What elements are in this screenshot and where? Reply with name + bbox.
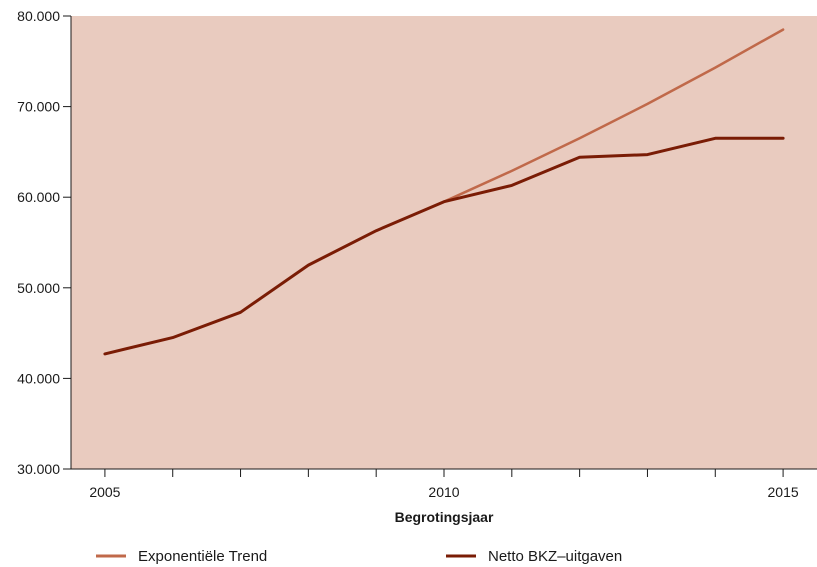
x-tick-label: 2005: [89, 484, 120, 500]
y-tick-label: 80.000: [17, 8, 60, 24]
y-tick-label: 40.000: [17, 370, 60, 386]
y-tick-label: 60.000: [17, 189, 60, 205]
plot-background: [71, 16, 817, 469]
legend: Exponentiële Trend Netto BKZ–uitgaven: [96, 548, 622, 565]
y-tick-label: 30.000: [17, 461, 60, 477]
x-tick-label: 2010: [428, 484, 459, 500]
x-axis-title: Begrotingsjaar: [395, 509, 494, 525]
series-layer: [103, 28, 785, 356]
series-line-1: [442, 28, 785, 203]
legend-label: Exponentiële Trend: [138, 548, 267, 565]
x-axis: 2005 2010 2015: [63, 468, 817, 500]
series-line-2: [103, 136, 785, 356]
y-tick-label: 70.000: [17, 99, 60, 115]
y-tick-label: 50.000: [17, 280, 60, 296]
y-axis: 30.000 40.000 50.000 60.000 70.000 80.000: [17, 8, 72, 477]
legend-label: Netto BKZ–uitgaven: [488, 548, 622, 565]
x-tick-label: 2015: [768, 484, 799, 500]
